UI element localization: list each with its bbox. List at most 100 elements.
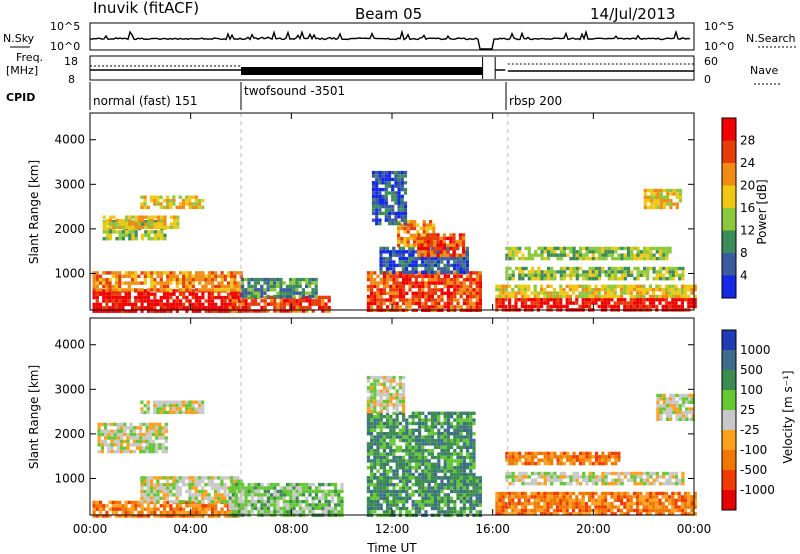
data-cell: [241, 483, 244, 486]
data-cell: [476, 503, 479, 506]
data-cell: [257, 292, 260, 295]
data-cell: [610, 285, 613, 288]
data-cell: [655, 298, 658, 301]
data-cell: [440, 500, 443, 503]
data-cell: [185, 501, 188, 504]
data-cell: [131, 237, 134, 240]
data-cell: [380, 480, 383, 483]
data-cell: [283, 299, 286, 302]
data-cell: [466, 418, 469, 421]
data-cell: [389, 396, 392, 399]
data-cell: [173, 289, 176, 292]
data-cell: [176, 226, 179, 229]
data-cell: [134, 281, 137, 284]
data-cell: [440, 483, 443, 486]
data-cell: [469, 275, 472, 278]
data-cell: [543, 492, 546, 495]
data-cell: [296, 490, 299, 493]
data-cell: [402, 500, 405, 503]
data-cell: [396, 415, 399, 418]
data-cell: [447, 507, 450, 510]
data-cell: [141, 271, 144, 274]
data-cell: [251, 483, 254, 486]
data-cell: [389, 267, 392, 270]
data-cell: [224, 288, 227, 291]
data-cell: [165, 430, 168, 433]
data-cell: [657, 206, 660, 209]
data-cell: [546, 499, 549, 502]
data-cell: [394, 219, 397, 222]
data-cell: [386, 250, 389, 253]
data-cell: [624, 247, 627, 250]
data-cell: [627, 257, 630, 260]
data-cell: [415, 271, 418, 274]
data-cell: [283, 490, 286, 493]
data-cell: [421, 493, 424, 496]
data-cell: [572, 301, 575, 304]
data-cell: [626, 502, 629, 505]
data-cell: [431, 425, 434, 428]
data-cell: [421, 476, 424, 479]
data-cell: [383, 476, 386, 479]
data-cell: [150, 293, 153, 296]
data-cell: [154, 222, 157, 225]
data-cell: [146, 450, 149, 453]
data-cell: [235, 483, 238, 486]
data-cell: [182, 306, 185, 309]
data-cell: [630, 509, 633, 512]
data-cell: [594, 492, 597, 495]
data-cell: [402, 275, 405, 278]
data-cell: [299, 507, 302, 510]
data-cell: [402, 439, 405, 442]
data-cell: [386, 247, 389, 250]
data-cell: [644, 206, 647, 209]
data-cell: [389, 476, 392, 479]
data-cell: [389, 422, 392, 425]
data-cell: [589, 257, 592, 260]
data-cell: [370, 407, 373, 410]
data-cell: [228, 507, 231, 510]
data-cell: [283, 295, 286, 298]
data-cell: [396, 463, 399, 466]
data-cell: [257, 303, 260, 306]
data-cell: [563, 247, 566, 250]
data-cell: [402, 429, 405, 432]
data-cell: [560, 250, 563, 253]
data-cell: [502, 288, 505, 291]
data-cell: [98, 430, 101, 433]
data-cell: [399, 429, 402, 432]
data-cell: [130, 426, 133, 429]
data-cell: [463, 497, 466, 500]
data-cell: [421, 302, 424, 305]
data-cell: [511, 499, 514, 502]
data-cell: [146, 423, 149, 426]
data-cell: [205, 275, 208, 278]
data-cell: [469, 503, 472, 506]
data-cell: [469, 446, 472, 449]
data-cell: [479, 490, 482, 493]
data-cell: [620, 285, 623, 288]
data-cell: [614, 301, 617, 304]
data-cell: [658, 301, 661, 304]
data-cell: [466, 476, 469, 479]
data-cell: [217, 490, 220, 493]
data-cell: [511, 291, 514, 294]
data-cell: [521, 305, 524, 308]
data-cell: [669, 189, 672, 192]
data-cell: [591, 502, 594, 505]
data-cell: [273, 483, 276, 486]
data-cell: [208, 281, 211, 284]
data-cell: [123, 423, 126, 426]
data-cell: [367, 396, 370, 399]
data-cell: [421, 473, 424, 476]
data-cell: [201, 306, 204, 309]
data-cell: [158, 447, 161, 450]
data-cell: [286, 295, 289, 298]
data-cell: [402, 396, 405, 399]
data-cell: [553, 298, 556, 301]
data-cell: [248, 486, 251, 489]
data-cell: [508, 285, 511, 288]
data-cell: [553, 277, 556, 280]
data-cell: [391, 222, 394, 225]
data-cell: [460, 456, 463, 459]
